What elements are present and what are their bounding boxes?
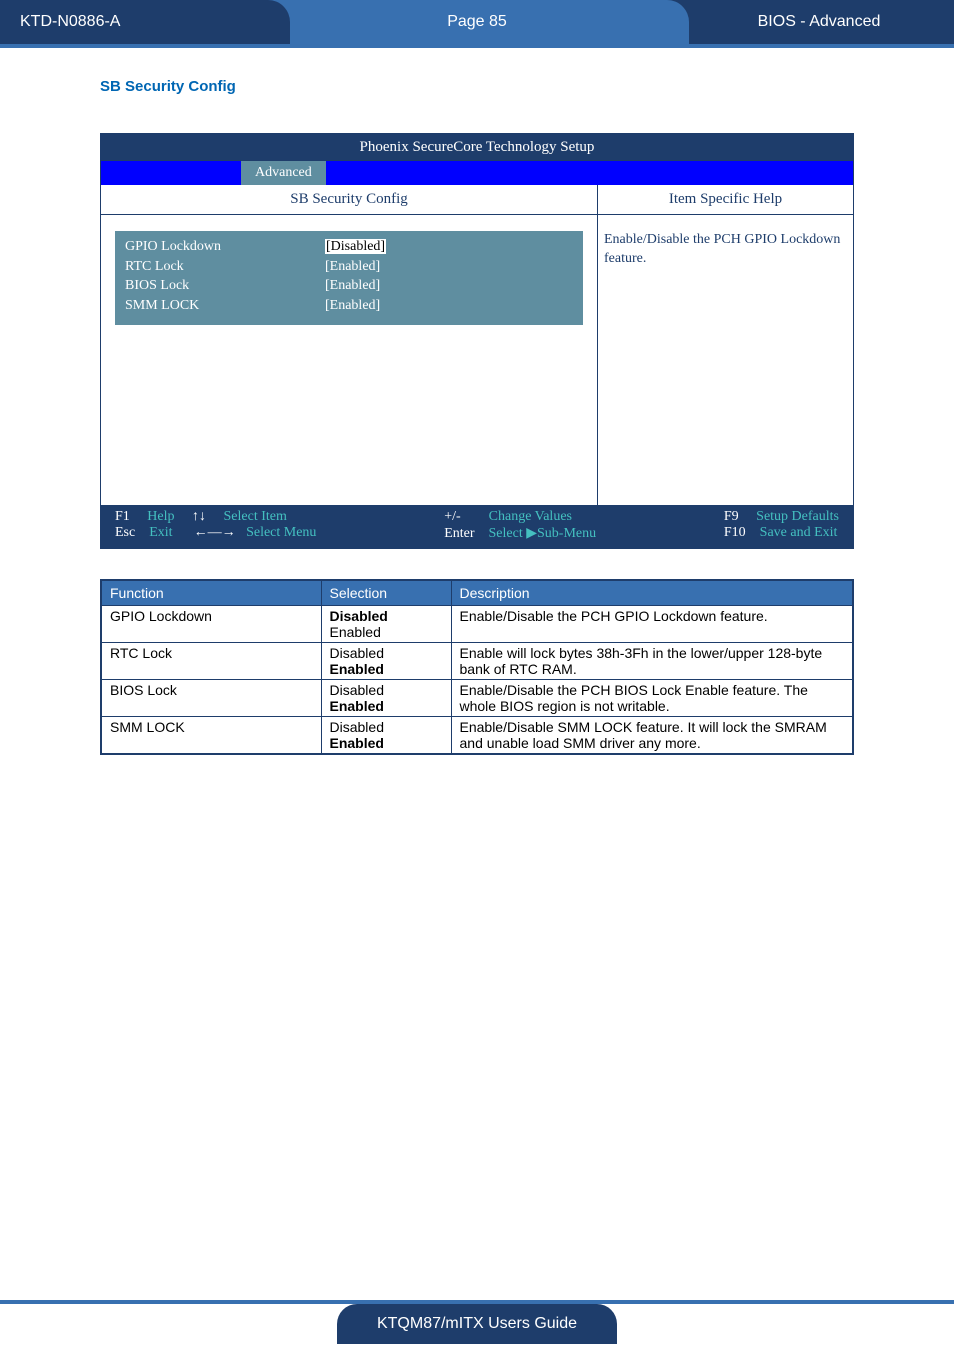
guide-title: KTQM87/mITX Users Guide <box>337 1304 617 1344</box>
section-name: BIOS - Advanced <box>664 0 954 44</box>
table-row: BIOS LockDisabledEnabledEnable/Disable t… <box>101 680 853 717</box>
hint-exit: Exit <box>149 525 172 540</box>
tab-advanced[interactable]: Advanced <box>241 161 326 185</box>
cell-selection: DisabledEnabled <box>321 643 451 680</box>
cell-description: Enable/Disable SMM LOCK feature. It will… <box>451 717 853 755</box>
hint-change-values: Change Values <box>489 509 572 524</box>
key-arrows-h: ←―→ <box>194 525 236 540</box>
bios-settings-panel: GPIO Lockdown[Disabled]RTC Lock[Enabled]… <box>101 215 598 505</box>
setting-value[interactable]: [Disabled] <box>325 237 573 257</box>
setting-label: RTC Lock <box>125 257 325 277</box>
setting-row[interactable]: GPIO Lockdown[Disabled] <box>125 237 573 257</box>
bios-body: GPIO Lockdown[Disabled]RTC Lock[Enabled]… <box>101 215 853 505</box>
cell-function: SMM LOCK <box>101 717 321 755</box>
key-f9: F9 <box>724 509 739 524</box>
th-description: Description <box>451 580 853 606</box>
setting-value[interactable]: [Enabled] <box>325 276 573 296</box>
cell-selection: DisabledEnabled <box>321 717 451 755</box>
table-row: SMM LOCKDisabledEnabledEnable/Disable SM… <box>101 717 853 755</box>
setting-row[interactable]: BIOS Lock[Enabled] <box>125 276 573 296</box>
setting-row[interactable]: RTC Lock[Enabled] <box>125 257 573 277</box>
bios-tabbar: Advanced <box>101 161 853 185</box>
key-arrows-v: ↑↓ <box>192 509 206 524</box>
hint-select-sub: Select ▶Sub-Menu <box>489 526 597 541</box>
cell-description: Enable will lock bytes 38h-3Fh in the lo… <box>451 643 853 680</box>
panel-title: SB Security Config <box>101 185 598 214</box>
cell-description: Enable/Disable the PCH BIOS Lock Enable … <box>451 680 853 717</box>
bios-title: Phoenix SecureCore Technology Setup <box>101 134 853 161</box>
page-footer: KTQM87/mITX Users Guide <box>0 1300 954 1350</box>
hint-select-item: Select Item <box>224 509 287 524</box>
cell-function: GPIO Lockdown <box>101 606 321 643</box>
page-content: SB Security Config Phoenix SecureCore Te… <box>0 48 954 755</box>
bios-screenshot: Phoenix SecureCore Technology Setup Adva… <box>100 133 854 549</box>
th-function: Function <box>101 580 321 606</box>
setting-label: SMM LOCK <box>125 296 325 316</box>
bios-keyhints: F1 Help ↑↓ Select Item Esc Exit ←―→ Sele… <box>101 505 853 548</box>
setting-row[interactable]: SMM LOCK[Enabled] <box>125 296 573 316</box>
hint-save-exit: Save and Exit <box>760 525 838 540</box>
hint-select-menu: Select Menu <box>246 525 316 540</box>
page-number: Page 85 <box>265 0 689 44</box>
setting-label: BIOS Lock <box>125 276 325 296</box>
page-header: KTD-N0886-A Page 85 BIOS - Advanced <box>0 0 954 44</box>
cell-selection: DisabledEnabled <box>321 606 451 643</box>
hint-setup-defaults: Setup Defaults <box>756 509 839 524</box>
hint-help: Help <box>147 509 174 524</box>
doc-id: KTD-N0886-A <box>0 0 290 44</box>
setting-value[interactable]: [Enabled] <box>325 296 573 316</box>
key-pm: +/- <box>444 509 460 524</box>
key-f1: F1 <box>115 509 130 524</box>
cell-function: RTC Lock <box>101 643 321 680</box>
key-enter: Enter <box>444 526 474 541</box>
setting-label: GPIO Lockdown <box>125 237 325 257</box>
help-text: Enable/Disable the PCH GPIO Lockdown fea… <box>598 215 853 505</box>
setting-value[interactable]: [Enabled] <box>325 257 573 277</box>
description-table: Function Selection Description GPIO Lock… <box>100 579 854 755</box>
cell-selection: DisabledEnabled <box>321 680 451 717</box>
th-selection: Selection <box>321 580 451 606</box>
key-f10: F10 <box>724 525 746 540</box>
key-esc: Esc <box>115 525 135 540</box>
section-title: SB Security Config <box>100 78 854 95</box>
bios-panel-header: SB Security Config Item Specific Help <box>101 185 853 215</box>
cell-description: Enable/Disable the PCH GPIO Lockdown fea… <box>451 606 853 643</box>
table-row: GPIO LockdownDisabledEnabledEnable/Disab… <box>101 606 853 643</box>
help-title: Item Specific Help <box>598 185 853 214</box>
cell-function: BIOS Lock <box>101 680 321 717</box>
table-row: RTC LockDisabledEnabledEnable will lock … <box>101 643 853 680</box>
settings-list: GPIO Lockdown[Disabled]RTC Lock[Enabled]… <box>115 231 583 325</box>
